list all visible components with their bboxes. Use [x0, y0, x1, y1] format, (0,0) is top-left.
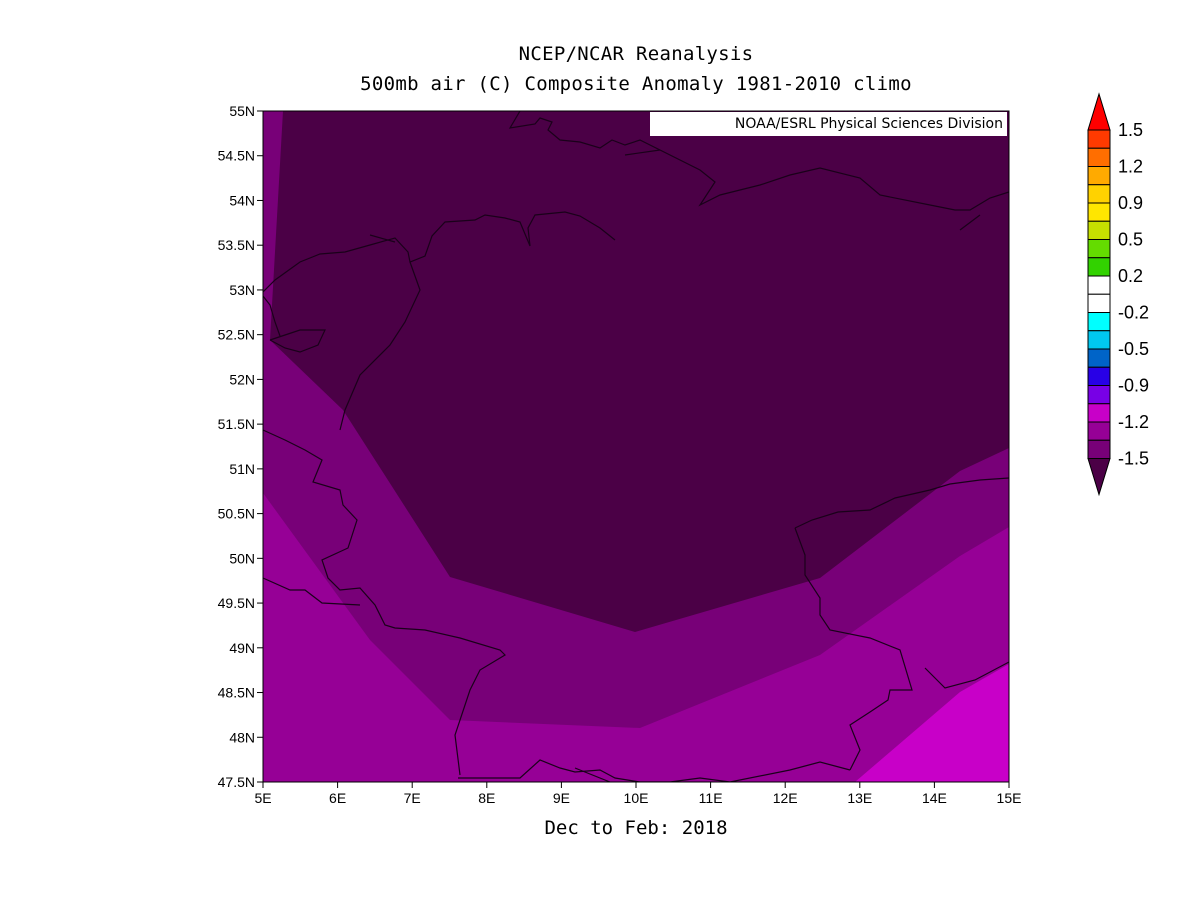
border-line — [574, 767, 611, 782]
y-tick-label: 48N — [229, 729, 255, 745]
y-tick-label: 52.5N — [218, 327, 255, 343]
y-tick-label: 51.5N — [218, 416, 255, 432]
colorbar-swatch — [1087, 403, 1111, 423]
y-tick-label: 52N — [229, 371, 255, 387]
colorbar-label: 0.5 — [1118, 230, 1143, 250]
y-tick-label: 53.5N — [218, 237, 255, 253]
border-line — [458, 759, 851, 782]
chart-title: NCEP/NCAR Reanalysis — [518, 43, 754, 65]
border-line — [339, 261, 421, 431]
chart-subtitle: 500mb air (C) Composite Anomaly 1981-201… — [360, 73, 912, 95]
colorbar-label: 0.2 — [1118, 266, 1143, 286]
colorbar-swatch — [1087, 366, 1111, 386]
colorbar-swatch — [1087, 348, 1111, 368]
colorbar-swatch — [1087, 147, 1111, 167]
x-tick-label: 5E — [254, 790, 271, 806]
colorbar-label: -0.2 — [1118, 303, 1149, 323]
colorbar-swatch — [1087, 421, 1111, 441]
x-tick-label: 9E — [553, 790, 570, 806]
y-tick-label: 48.5N — [218, 685, 255, 701]
y-tick-label: 54N — [229, 192, 255, 208]
colorbar-swatch — [1087, 330, 1111, 350]
y-tick-label: 50.5N — [218, 506, 255, 522]
border-line — [263, 429, 506, 776]
colorbar-swatch — [1087, 293, 1111, 313]
border-line — [794, 527, 913, 771]
x-tick-label: 12E — [773, 790, 798, 806]
x-tick-label: 10E — [624, 790, 649, 806]
border-line — [959, 214, 981, 231]
y-tick-label: 55N — [229, 103, 255, 119]
border-line — [794, 477, 1009, 529]
x-tick-label: 11E — [699, 790, 723, 806]
y-tick-label: 49N — [229, 640, 255, 656]
x-tick-label: 13E — [847, 790, 872, 806]
colorbar-swatch — [1087, 184, 1111, 204]
colorbar-label: -1.5 — [1118, 449, 1149, 469]
y-tick-label: 51N — [229, 461, 255, 477]
x-tick-label: 14E — [922, 790, 947, 806]
x-tick-label: 8E — [478, 790, 495, 806]
colorbar-label: 0.9 — [1118, 193, 1143, 213]
y-tick-label: 50N — [229, 550, 255, 566]
y-tick-label: 47.5N — [218, 774, 255, 790]
y-axis: 47.5N 48N 48.5N 49N 49.5N 50N 50.5N 51N 51.5N 52N… — [218, 103, 263, 790]
x-tick-label: 6E — [329, 790, 346, 806]
colorbar-label: -1.2 — [1118, 412, 1149, 432]
contour-fills — [263, 111, 1009, 782]
credit-box — [650, 112, 1007, 136]
colorbar-swatch — [1087, 385, 1111, 405]
y-tick-label: 49.5N — [218, 595, 255, 611]
border-line — [263, 577, 361, 606]
colorbar-label: 1.2 — [1118, 157, 1143, 177]
credit-label: NOAA/ESRL Physical Sciences Division — [735, 116, 1003, 132]
colorbar-swatch — [1087, 257, 1111, 277]
y-tick-label: 54.5N — [218, 148, 255, 164]
x-tick-label: 15E — [997, 790, 1022, 806]
y-tick-label: 53N — [229, 282, 255, 298]
border-line — [269, 329, 326, 353]
border-line — [924, 661, 1009, 689]
period-label: Dec to Feb: 2018 — [544, 817, 728, 839]
borders — [263, 111, 1009, 782]
colorbar-swatch — [1087, 166, 1111, 186]
border-line — [624, 149, 661, 156]
border-line — [508, 111, 1009, 211]
contour-level-1 — [270, 111, 1009, 632]
colorbar-swatch — [1087, 202, 1111, 222]
colorbar-label: -0.9 — [1118, 376, 1149, 396]
colorbar-swatch — [1087, 439, 1111, 459]
x-tick-label: 7E — [404, 790, 421, 806]
colorbar-swatch — [1087, 220, 1111, 240]
colorbar: 1.5 1.2 0.9 0.5 0.2 -0.2 -0.5 -0.9 -1.2 -1.5 — [1087, 92, 1149, 497]
colorbar-swatch — [1087, 239, 1111, 259]
colorbar-arrow-low — [1087, 458, 1111, 497]
border-line — [263, 295, 281, 337]
colorbar-swatch — [1087, 312, 1111, 332]
border-line — [263, 211, 616, 293]
colorbar-arrow-high — [1087, 92, 1111, 131]
colorbar-swatch — [1087, 275, 1111, 295]
colorbar-swatch — [1087, 129, 1111, 149]
border-line — [369, 234, 396, 243]
colorbar-label: 1.5 — [1118, 120, 1143, 140]
x-axis: 5E 6E 7E 8E 9E 10E 11E 12E 13E 14E 15E — [254, 782, 1021, 806]
colorbar-label: -0.5 — [1118, 339, 1149, 359]
